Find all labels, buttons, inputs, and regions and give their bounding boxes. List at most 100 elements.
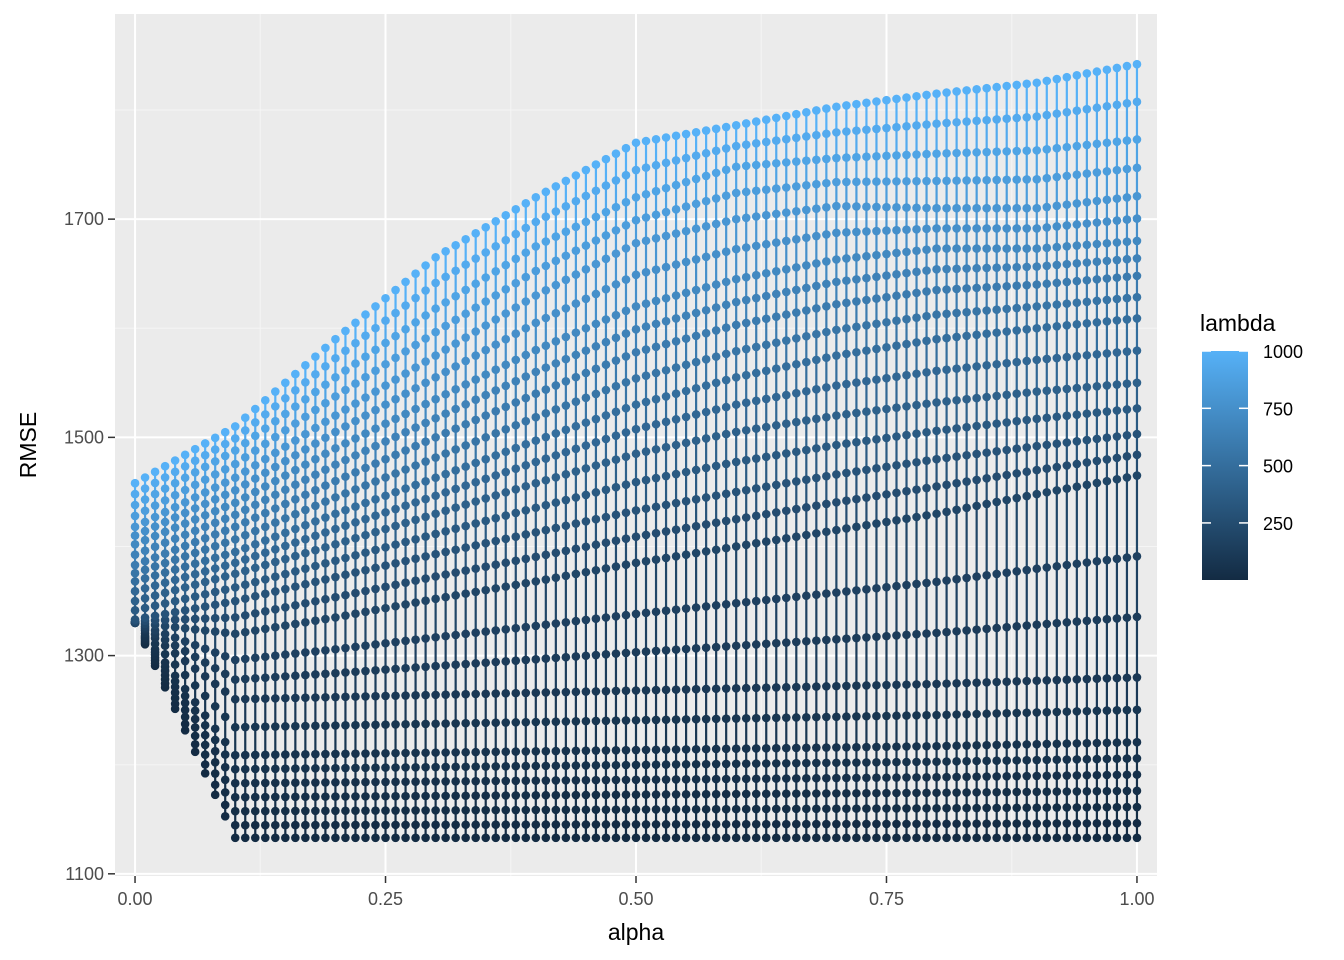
data-point bbox=[872, 344, 881, 354]
data-point bbox=[792, 447, 801, 457]
data-point bbox=[170, 622, 180, 632]
data-point bbox=[591, 746, 601, 755]
data-point bbox=[200, 439, 210, 448]
data-point bbox=[501, 360, 511, 370]
data-point bbox=[351, 568, 360, 577]
data-point bbox=[872, 773, 881, 783]
data-point bbox=[621, 760, 631, 770]
data-point bbox=[341, 346, 350, 356]
data-point bbox=[902, 630, 911, 640]
data-point bbox=[661, 685, 671, 695]
data-point bbox=[621, 143, 631, 153]
data-point bbox=[541, 688, 551, 697]
data-point bbox=[411, 833, 420, 843]
data-point bbox=[591, 820, 601, 829]
data-point bbox=[581, 746, 591, 755]
data-point bbox=[220, 775, 230, 785]
data-point bbox=[260, 560, 270, 570]
data-point bbox=[511, 355, 521, 365]
data-point bbox=[721, 744, 731, 754]
data-point bbox=[311, 369, 320, 379]
data-point bbox=[341, 590, 350, 600]
data-point bbox=[872, 375, 881, 384]
data-point bbox=[781, 111, 791, 121]
data-point bbox=[531, 717, 541, 727]
data-point bbox=[711, 168, 721, 178]
data-point bbox=[882, 462, 891, 472]
data-point bbox=[631, 805, 641, 814]
data-point bbox=[220, 628, 230, 637]
data-point bbox=[691, 224, 701, 234]
data-point bbox=[190, 640, 200, 650]
data-point bbox=[701, 222, 711, 231]
data-point bbox=[902, 176, 911, 186]
data-point bbox=[681, 467, 691, 477]
data-point bbox=[441, 298, 450, 307]
data-point bbox=[571, 790, 581, 800]
data-point bbox=[140, 517, 150, 527]
data-point bbox=[291, 693, 300, 703]
data-point bbox=[451, 791, 460, 801]
data-point bbox=[501, 447, 511, 457]
data-point bbox=[160, 496, 170, 505]
data-point bbox=[832, 804, 841, 814]
data-point bbox=[651, 296, 661, 306]
data-point bbox=[902, 711, 911, 720]
data-point bbox=[832, 351, 841, 360]
data-point bbox=[621, 686, 631, 696]
data-point bbox=[411, 719, 420, 729]
data-point bbox=[260, 589, 270, 599]
data-point bbox=[551, 833, 561, 843]
data-point bbox=[802, 713, 811, 722]
data-point bbox=[701, 602, 711, 611]
data-point bbox=[260, 424, 270, 433]
data-point bbox=[431, 373, 440, 382]
data-point bbox=[691, 714, 701, 724]
data-point bbox=[571, 544, 581, 554]
data-point bbox=[812, 385, 821, 394]
data-point bbox=[160, 549, 170, 558]
data-point bbox=[190, 480, 200, 490]
data-point bbox=[711, 518, 721, 527]
data-point bbox=[691, 521, 701, 531]
data-point bbox=[792, 477, 801, 486]
data-point bbox=[281, 569, 290, 579]
data-point bbox=[351, 609, 360, 618]
data-point bbox=[130, 615, 140, 624]
data-point bbox=[721, 429, 731, 439]
data-point bbox=[641, 475, 651, 485]
data-point bbox=[200, 730, 210, 740]
data-point bbox=[421, 552, 430, 561]
data-point bbox=[371, 833, 380, 843]
data-point bbox=[210, 587, 220, 597]
data-point bbox=[902, 833, 911, 843]
data-point bbox=[301, 648, 310, 657]
data-point bbox=[271, 605, 280, 614]
data-point bbox=[250, 609, 260, 618]
data-point bbox=[170, 478, 180, 488]
data-point bbox=[281, 792, 290, 802]
data-point bbox=[741, 819, 751, 829]
data-point bbox=[240, 674, 250, 684]
data-point bbox=[180, 624, 190, 633]
data-point bbox=[822, 154, 831, 164]
data-point bbox=[521, 530, 531, 539]
data-point bbox=[521, 761, 531, 771]
data-point bbox=[170, 633, 180, 642]
data-point bbox=[361, 352, 370, 362]
data-point bbox=[431, 304, 440, 313]
data-point bbox=[511, 688, 521, 698]
data-point bbox=[761, 159, 771, 169]
data-point bbox=[822, 819, 831, 829]
data-point bbox=[301, 475, 310, 484]
data-point bbox=[822, 471, 831, 481]
data-point bbox=[842, 201, 851, 211]
data-point bbox=[681, 153, 691, 163]
data-point bbox=[301, 778, 310, 787]
data-point bbox=[140, 565, 150, 575]
data-point bbox=[771, 158, 781, 168]
data-point bbox=[611, 790, 621, 800]
data-point bbox=[461, 380, 470, 389]
data-point bbox=[260, 722, 270, 732]
data-point bbox=[391, 394, 400, 404]
